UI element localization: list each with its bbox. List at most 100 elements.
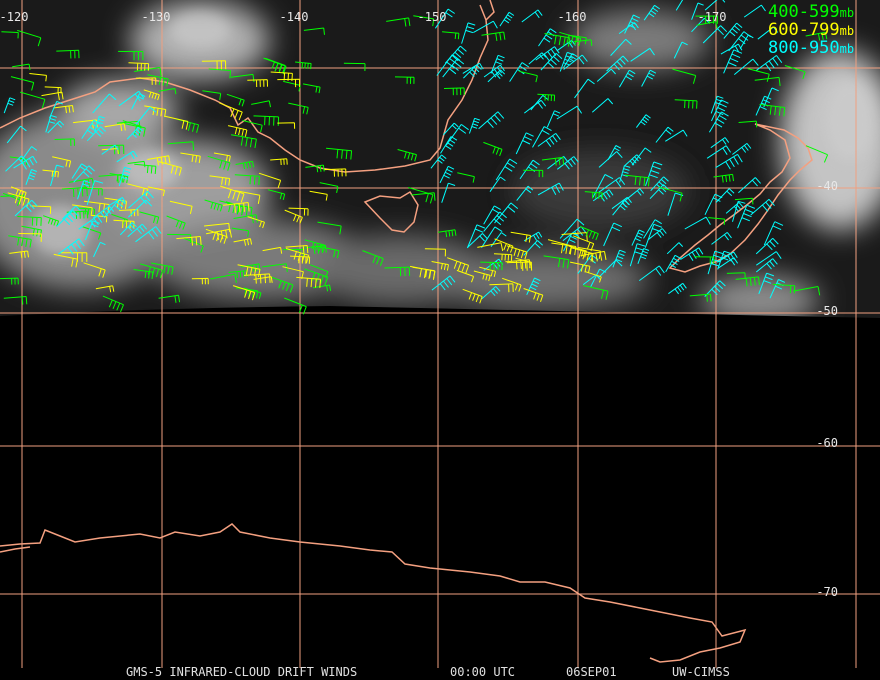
wind-barb — [116, 150, 138, 163]
wind-barb — [17, 29, 42, 47]
wind-barb — [302, 83, 321, 94]
wind-barb — [624, 174, 650, 187]
wind-barb — [526, 277, 541, 296]
wind-barb — [98, 144, 125, 155]
wind-barb — [612, 249, 626, 268]
wind-barb — [251, 100, 271, 108]
wind-barb — [715, 153, 743, 170]
wind-barb — [630, 47, 655, 62]
wind-barb — [695, 15, 718, 24]
longitude-label: -160 — [558, 10, 587, 24]
wind-barb — [235, 160, 255, 170]
wind-barb — [41, 91, 64, 101]
wind-barb — [623, 154, 642, 167]
wind-barb — [135, 106, 157, 125]
wind-barb — [60, 252, 88, 262]
wind-barb — [202, 90, 222, 100]
wind-barb — [772, 283, 796, 294]
wind-barb — [326, 147, 353, 160]
wind-barb — [441, 182, 456, 203]
wind-barb — [493, 253, 513, 261]
wind-barb — [674, 99, 698, 109]
wind-barb — [167, 141, 195, 151]
wind-barb — [769, 279, 786, 299]
wind-barb — [618, 69, 636, 88]
wind-barb — [713, 173, 734, 183]
wind-barb — [208, 68, 231, 79]
wind-barb — [481, 286, 501, 300]
wind-barb — [309, 190, 328, 201]
longitude-label: -150 — [418, 10, 447, 24]
wind-barb — [579, 226, 599, 241]
wind-barb — [723, 49, 743, 74]
wind-barb — [543, 255, 570, 269]
wind-barb — [42, 169, 59, 178]
wind-barb — [757, 26, 779, 40]
wind-barb — [143, 89, 160, 101]
wind-barb — [589, 268, 607, 288]
longitude-label: -140 — [280, 10, 309, 24]
wind-barb — [540, 53, 563, 71]
longitude-label: -170 — [698, 10, 727, 24]
wind-barb — [483, 211, 507, 232]
wind-barb — [158, 161, 182, 176]
wind-barb — [708, 111, 729, 133]
wind-barb — [442, 58, 465, 78]
wind-barb — [629, 243, 646, 267]
wind-barb — [411, 192, 436, 201]
wind-barb — [510, 231, 531, 243]
wind-barb — [167, 233, 192, 244]
wind-barb — [544, 33, 571, 47]
wind-barb — [717, 251, 738, 263]
wind-barb — [466, 224, 486, 249]
wind-barb — [523, 288, 544, 302]
wind-barb — [547, 239, 572, 255]
wind-barb — [447, 257, 470, 274]
legend-entry: 400-599mb — [768, 2, 854, 22]
wind-barb — [319, 182, 339, 193]
wind-barb — [489, 283, 514, 293]
wind-barb — [473, 270, 491, 282]
wind-barb — [304, 268, 329, 286]
wind-barb — [704, 193, 723, 216]
wind-barb — [592, 189, 614, 202]
wind-barb — [81, 226, 102, 240]
legend-range: 800-950 — [768, 38, 840, 58]
wind-barb — [127, 183, 149, 197]
wind-barb — [104, 198, 126, 217]
wind-barb — [284, 297, 307, 315]
latitude-label: -40 — [816, 179, 838, 193]
wind-barb — [506, 261, 533, 271]
wind-barb — [147, 186, 165, 197]
wind-barb — [231, 134, 257, 149]
longitude-label: -120 — [0, 10, 28, 24]
wind-barb — [598, 259, 623, 278]
wind-barb — [431, 275, 456, 291]
latitude-label: -70 — [816, 585, 838, 599]
wind-barb — [1, 31, 19, 39]
wind-barb — [755, 237, 779, 255]
wind-barb — [443, 87, 465, 96]
wind-barb — [515, 132, 534, 155]
wind-barb — [467, 233, 488, 248]
wind-barb — [478, 111, 505, 130]
wind-barb — [253, 115, 280, 126]
wind-barb — [805, 145, 829, 163]
wind-barb — [675, 0, 684, 11]
wind-barb — [518, 70, 538, 83]
wind-barb — [732, 200, 746, 222]
wind-barb — [505, 259, 531, 270]
wind-barb — [166, 215, 186, 230]
wind-barb — [118, 166, 132, 187]
wind-barb — [647, 228, 667, 241]
wind-barb — [58, 238, 85, 255]
wind-barb — [128, 62, 150, 71]
wind-barb — [10, 76, 35, 91]
footer-text: GMS-5 INFRARED-CLOUD DRIFT WINDS — [126, 665, 357, 679]
wind-barb — [665, 254, 682, 273]
wind-barbs — [0, 0, 829, 315]
legend-entry: 800-950mb — [768, 38, 854, 58]
wind-barb — [209, 175, 231, 186]
wind-barb — [583, 285, 609, 300]
wind-barb — [516, 185, 534, 201]
